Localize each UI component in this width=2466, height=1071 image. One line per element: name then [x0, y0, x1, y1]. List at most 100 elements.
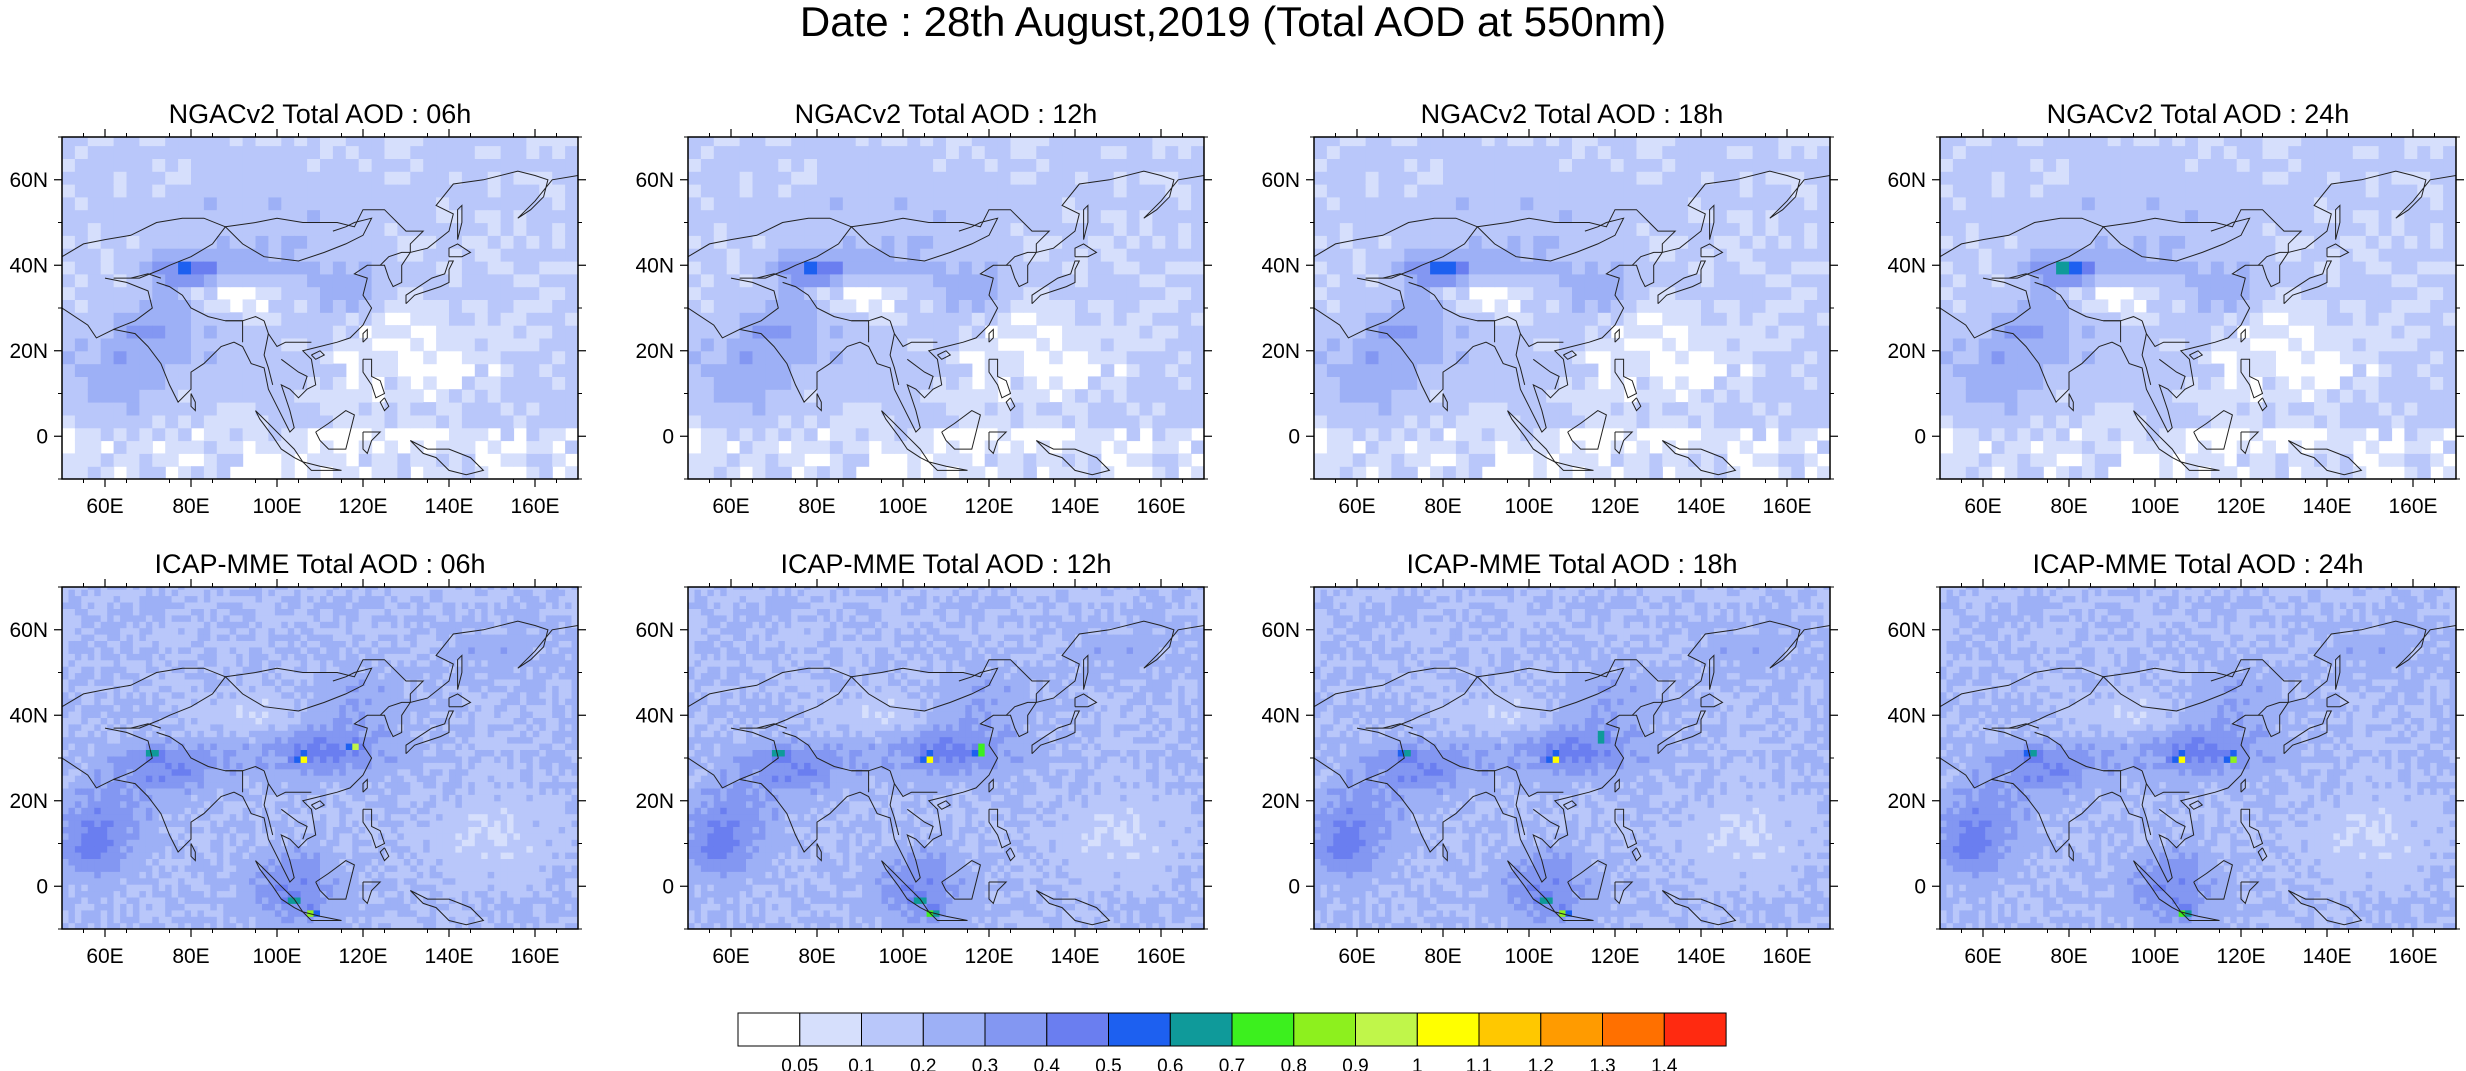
- aod-cell: [1113, 209, 1128, 224]
- aod-cell: [87, 852, 95, 859]
- aod-cell: [132, 723, 140, 731]
- aod-cell: [62, 608, 69, 616]
- aod-cell: [120, 909, 128, 917]
- aod-cell: [229, 261, 244, 275]
- aod-cell: [94, 794, 102, 802]
- aod-cell: [178, 273, 192, 288]
- aod-cell: [1804, 222, 1818, 236]
- aod-cell: [791, 261, 805, 275]
- aod-cell: [294, 273, 308, 288]
- aod-cell: [907, 235, 921, 249]
- aod-cell: [1778, 184, 1792, 198]
- aod-cell: [1365, 376, 1380, 390]
- aod-cell: [1610, 376, 1625, 390]
- aod-cell: [1940, 299, 1954, 313]
- coastline: [1657, 260, 1707, 305]
- aod-cell: [500, 248, 515, 262]
- aod-cell: [1152, 248, 1166, 262]
- aod-cell: [1178, 137, 1192, 147]
- aod-cell: [513, 453, 527, 467]
- aod-cell: [2430, 427, 2444, 442]
- aod-cell: [1494, 222, 1509, 236]
- aod-cell: [100, 363, 115, 377]
- aod-cell: [1952, 145, 1967, 159]
- aod-cell: [984, 299, 999, 313]
- aod-cell: [958, 184, 973, 198]
- aod-cell: [2236, 350, 2251, 365]
- aod-cell: [765, 158, 779, 172]
- aod-cell: [1752, 184, 1767, 198]
- aod-cell: [2159, 312, 2173, 326]
- aod-cell: [1139, 137, 1153, 147]
- aod-cell: [984, 402, 999, 416]
- aod-cell: [997, 248, 1012, 262]
- aod-cell: [268, 137, 282, 147]
- aod-cell: [1713, 427, 1728, 442]
- aod-cell: [1533, 184, 1547, 198]
- coastline: [1382, 273, 1414, 279]
- aod-cell: [1036, 137, 1050, 147]
- aod-cell: [565, 286, 578, 300]
- aod-cell: [765, 145, 779, 159]
- aod-cell: [1507, 235, 1521, 249]
- aod-cell: [2314, 337, 2328, 352]
- aod-cell: [2056, 137, 2070, 147]
- aod-cell: [1075, 171, 1089, 185]
- aod-cell: [1688, 453, 1702, 467]
- aod-cell: [74, 312, 89, 326]
- aod-cell: [726, 158, 741, 172]
- aod-cell: [1701, 184, 1715, 198]
- aod-cell: [1991, 402, 2006, 416]
- aod-cell: [1688, 158, 1702, 172]
- aod-cell: [2107, 363, 2122, 377]
- aod-cell: [120, 916, 128, 924]
- aod-cell: [920, 171, 934, 185]
- aod-cell: [1113, 222, 1128, 236]
- aod-cell: [1817, 363, 1830, 377]
- aod-cell: [1481, 440, 1496, 454]
- aod-cell: [126, 762, 134, 770]
- aod-cell: [113, 608, 121, 616]
- aod-cell: [1533, 158, 1547, 172]
- y-tick-label: 40N: [1261, 254, 1300, 277]
- aod-cell: [1940, 363, 1954, 377]
- aod-cell: [474, 184, 489, 198]
- aod-cell: [107, 704, 115, 712]
- aod-cell: [100, 634, 108, 641]
- aod-cell: [62, 922, 69, 929]
- aod-cell: [739, 350, 754, 365]
- aod-cell: [1804, 273, 1818, 288]
- aod-cell: [152, 158, 166, 172]
- aod-cell: [868, 184, 883, 198]
- aod-cell: [1597, 312, 1612, 326]
- aod-cell: [1062, 453, 1076, 467]
- aod-cell: [113, 794, 121, 802]
- aod-cell: [87, 916, 95, 924]
- aod-cell: [2327, 312, 2341, 326]
- aod-cell: [2133, 376, 2147, 390]
- aod-cell: [829, 312, 844, 326]
- aod-cell: [1087, 158, 1102, 172]
- aod-cell: [449, 312, 463, 326]
- aod-cell: [1152, 235, 1166, 249]
- aod-cell: [2404, 466, 2418, 479]
- aod-cell: [868, 427, 883, 442]
- aod-cell: [1430, 363, 1444, 377]
- aod-cell: [2043, 376, 2057, 390]
- aod-cell: [94, 614, 102, 622]
- aod-cell: [2030, 137, 2044, 147]
- aod-cell: [1036, 222, 1050, 236]
- aod-cell: [2339, 402, 2354, 416]
- aod-cell: [765, 376, 779, 390]
- aod-cell: [1352, 376, 1367, 390]
- coastline: [782, 281, 891, 322]
- aod-cell: [2185, 402, 2199, 416]
- aod-cell: [1087, 325, 1102, 339]
- aod-cell: [829, 363, 844, 377]
- coastline: [2008, 273, 2040, 279]
- aod-cell: [933, 158, 947, 172]
- aod-cell: [132, 871, 140, 879]
- aod-cell: [778, 209, 792, 224]
- aod-cell: [1675, 137, 1689, 147]
- aod-cell: [1443, 440, 1457, 454]
